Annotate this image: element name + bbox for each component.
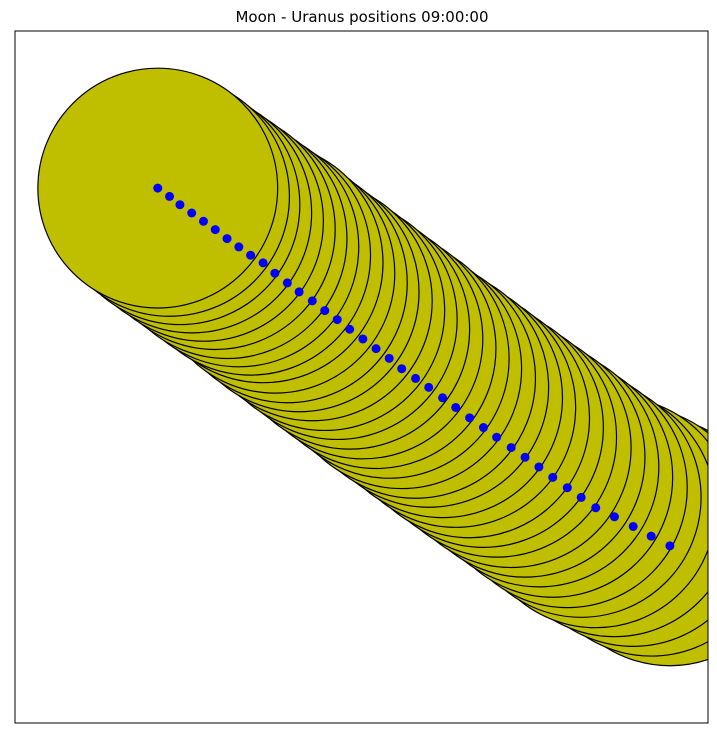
uranus-point bbox=[270, 268, 280, 278]
uranus-point bbox=[646, 531, 656, 541]
uranus-point bbox=[534, 462, 544, 472]
uranus-point bbox=[307, 296, 317, 306]
uranus-point bbox=[246, 250, 256, 260]
uranus-point bbox=[548, 472, 558, 482]
uranus-point bbox=[397, 364, 407, 374]
uranus-point bbox=[628, 521, 638, 531]
uranus-point bbox=[294, 287, 304, 297]
uranus-point bbox=[358, 334, 368, 344]
uranus-point bbox=[210, 225, 220, 235]
uranus-point bbox=[282, 278, 292, 288]
uranus-point bbox=[175, 200, 185, 210]
plot-frame bbox=[14, 30, 709, 724]
uranus-point bbox=[424, 382, 434, 392]
uranus-point bbox=[234, 242, 244, 252]
uranus-point bbox=[609, 512, 619, 522]
uranus-point bbox=[591, 503, 601, 513]
uranus-point bbox=[465, 413, 475, 423]
uranus-point bbox=[384, 353, 394, 363]
uranus-point bbox=[345, 324, 355, 334]
uranus-points bbox=[153, 183, 675, 551]
moon-discs bbox=[37, 67, 708, 667]
uranus-point bbox=[198, 216, 208, 226]
uranus-point bbox=[506, 443, 516, 453]
uranus-point bbox=[258, 258, 268, 268]
uranus-point bbox=[320, 306, 330, 316]
chart-title: Moon - Uranus positions 09:00:00 bbox=[235, 8, 488, 26]
uranus-point bbox=[576, 492, 586, 502]
uranus-point bbox=[438, 393, 448, 403]
uranus-point bbox=[165, 191, 175, 201]
uranus-point bbox=[187, 208, 197, 218]
uranus-point bbox=[332, 315, 342, 325]
uranus-point bbox=[520, 452, 530, 462]
uranus-point bbox=[451, 402, 461, 412]
uranus-point bbox=[665, 541, 675, 551]
uranus-point bbox=[153, 183, 163, 193]
uranus-point bbox=[411, 373, 421, 383]
uranus-point bbox=[478, 423, 488, 433]
uranus-point bbox=[371, 344, 381, 354]
uranus-point bbox=[222, 234, 232, 244]
uranus-point bbox=[492, 432, 502, 442]
uranus-point bbox=[562, 483, 572, 493]
